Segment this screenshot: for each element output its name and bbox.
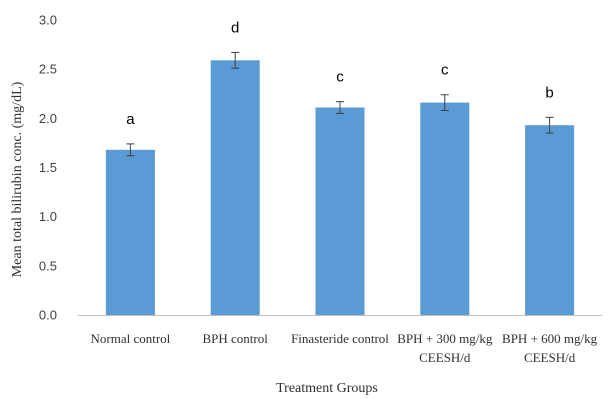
y-tick-label: 2.5: [39, 62, 57, 77]
y-tick-label: 3.0: [39, 13, 57, 28]
x-tick-label: BPH control: [203, 331, 269, 346]
y-tick-label: 0.5: [39, 258, 57, 273]
bar: [105, 149, 155, 315]
x-tick-label: BPH + 600 mg/kg: [502, 331, 598, 346]
x-tick-label: CEESH/d: [524, 350, 576, 365]
significance-label: c: [441, 62, 449, 79]
significance-label: a: [126, 111, 135, 128]
bar: [210, 60, 260, 315]
significance-label: b: [545, 84, 553, 101]
error-bar: [545, 116, 554, 134]
bar: [420, 102, 470, 315]
y-tick-label: 2.0: [39, 111, 57, 126]
significance-label: c: [336, 69, 344, 86]
error-bar: [231, 51, 240, 69]
error-bar: [336, 101, 344, 114]
bar: [525, 125, 575, 315]
x-axis-ticks: Normal control BPH control Finasteride con…: [91, 331, 598, 365]
y-axis-ticks: 0.0 0.5 1.0 1.5 2.0 2.5 3.0: [39, 13, 57, 323]
y-tick-label: 1.5: [39, 160, 57, 175]
y-tick-label: 0.0: [39, 308, 57, 323]
significance-label: d: [231, 19, 239, 36]
x-tick-label: CEESH/d: [419, 350, 471, 365]
error-bar: [440, 94, 449, 111]
y-axis-title: Mean total bilirubin conc. (mg/dL): [10, 81, 25, 277]
error-bar: [126, 143, 135, 157]
bars: a d c c b: [105, 19, 575, 316]
x-tick-label: Finasteride control: [291, 331, 389, 346]
y-tick-label: 1.0: [39, 209, 57, 224]
x-tick-label: Normal control: [91, 331, 171, 346]
bar: [315, 107, 365, 316]
x-axis-title: Treatment Groups: [276, 381, 378, 396]
x-tick-label: BPH + 300 mg/kg: [397, 331, 493, 346]
